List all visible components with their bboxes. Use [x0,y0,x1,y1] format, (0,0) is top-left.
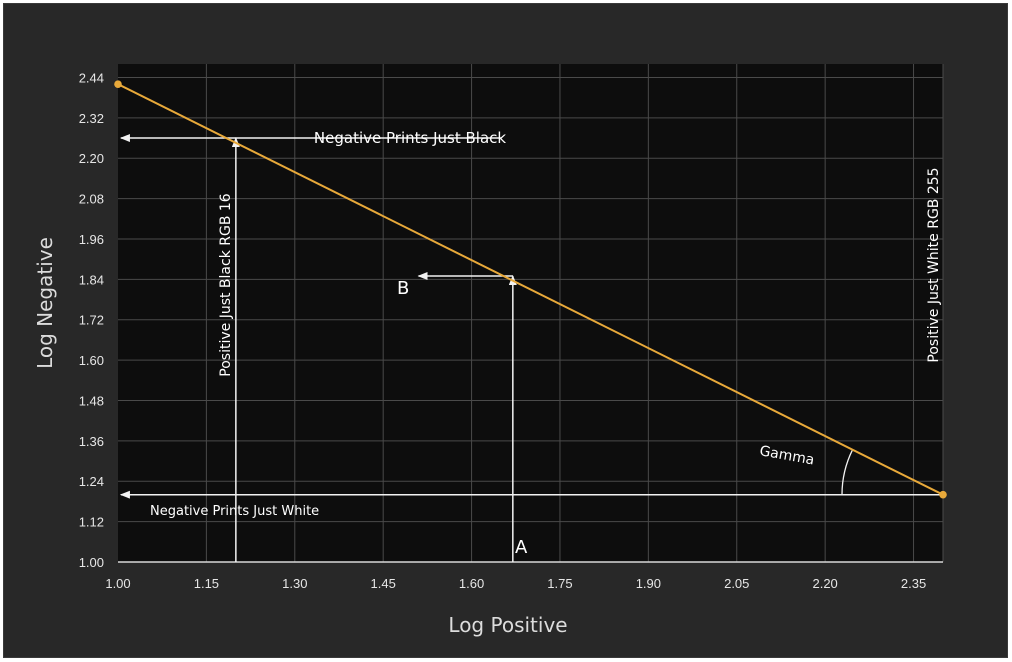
annotation-positive-just-black: Positive Just Black RGB 16 [218,193,234,377]
annotation-negative-prints-just-black: Negative Prints Just Black [314,129,506,147]
y-tick-label: 2.32 [79,111,104,126]
series [114,80,947,499]
y-tick-label: 1.24 [79,474,104,489]
annotation-label-b: B [397,278,409,299]
data-point [939,490,947,499]
y-tick-label: 2.44 [79,70,104,85]
data-point [114,80,122,88]
y-tick-label: 1.96 [79,232,104,247]
x-tick-label: 1.00 [105,576,130,591]
y-tick-label: 1.84 [79,272,104,287]
x-tick-label: 2.05 [724,576,749,591]
gamma-arc [841,449,854,495]
axes: 1.00 1.15 1.30 1.45 1.60 1.75 1.90 2.05 2.20 2.35… [79,70,943,591]
x-tick-label: 1.15 [194,576,219,591]
annotation-label-a: A [515,537,528,558]
annotation-positive-just-white: Positive Just White RGB 255 [926,167,942,362]
y-tick-label: 1.36 [79,434,104,449]
x-tick-label: 1.75 [547,576,572,591]
y-tick-label: 1.60 [79,353,104,368]
annotations [119,134,943,562]
y-tick-label: 1.12 [79,515,104,530]
x-axis-title: Log Positive [448,613,567,637]
grid [118,64,944,562]
y-tick-label: 2.20 [79,151,104,166]
y-tick-label: 1.72 [79,313,104,328]
x-tick-label: 1.90 [636,576,661,591]
plot-area [118,64,943,562]
x-tick-label: 2.20 [812,576,837,591]
x-tick-label: 1.60 [459,576,484,591]
y-tick-label: 2.08 [79,192,104,207]
series-line [117,83,944,496]
y-tick-label: 1.00 [79,555,104,570]
y-axis-title: Log Negative [33,237,57,369]
y-tick-label: 1.48 [79,393,104,408]
x-tick-label: 1.45 [371,576,396,591]
annotation-negative-prints-just-white: Negative Prints Just White [150,504,319,519]
x-tick-label: 1.30 [282,576,307,591]
x-tick-label: 2.35 [901,576,926,591]
